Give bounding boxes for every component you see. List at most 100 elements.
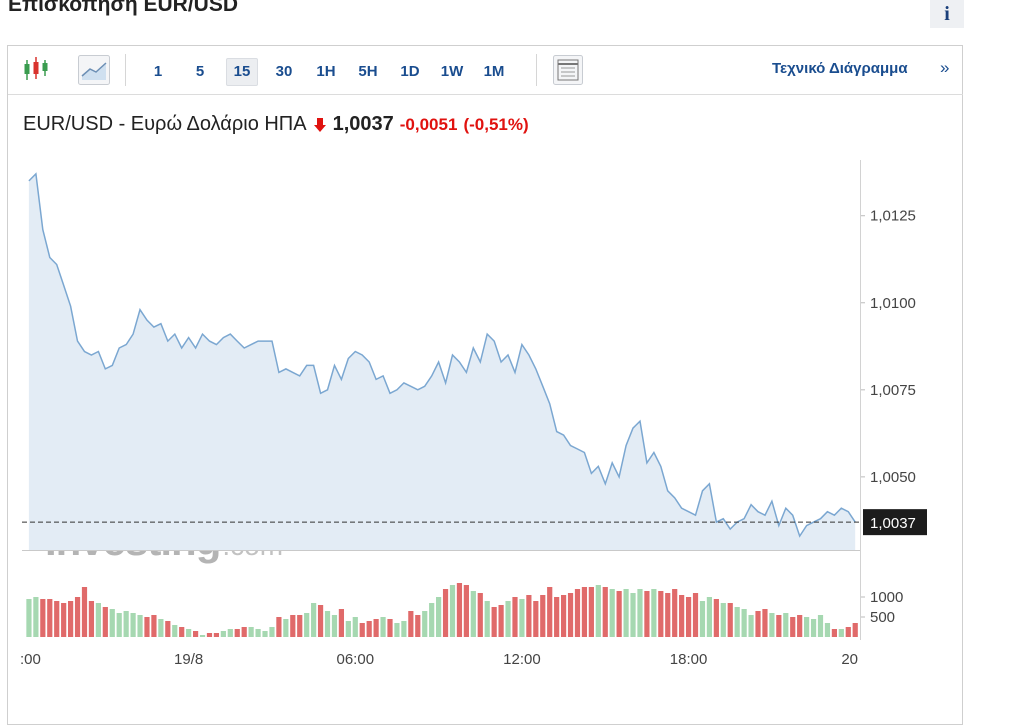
y-tick-label: 1,0100	[870, 295, 916, 312]
volume-bar	[436, 597, 442, 637]
volume-bar	[470, 591, 476, 637]
volume-bar	[373, 619, 379, 637]
volume-bar	[533, 601, 539, 637]
volume-bar	[255, 629, 261, 637]
volume-bar	[95, 603, 101, 637]
volume-bar	[630, 593, 636, 637]
volume-bar	[804, 617, 810, 637]
price-change-percent: (-0,51%)	[463, 115, 529, 134]
volume-bar	[449, 585, 456, 637]
info-button[interactable]: i	[930, 0, 964, 28]
price-area	[28, 173, 856, 550]
volume-bar	[422, 611, 428, 637]
volume-bar	[47, 599, 53, 637]
x-tick-label: 19/8	[174, 651, 203, 668]
volume-bar	[151, 615, 157, 637]
volume-bar	[331, 615, 338, 637]
interval-button[interactable]: 30	[275, 63, 293, 80]
interval-button[interactable]: 1	[153, 63, 163, 80]
interval-button[interactable]: 5	[195, 63, 205, 80]
volume-bar	[463, 585, 469, 637]
volume-bar	[241, 627, 247, 637]
volume-bar	[810, 619, 817, 637]
volume-bar	[588, 587, 594, 637]
volume-bar	[838, 629, 844, 637]
volume-bar	[748, 615, 754, 637]
volume-bar	[359, 623, 365, 637]
x-tick-label: 12:00	[503, 651, 541, 668]
volume-bar	[297, 615, 303, 637]
volume-bar	[658, 591, 664, 637]
volume-bar	[560, 595, 567, 637]
y-tick-label: 1000	[870, 589, 903, 606]
volume-bar	[40, 599, 46, 637]
volume-bar	[644, 591, 650, 637]
page-title: Επισκόπηση EUR/USD	[8, 0, 238, 16]
volume-bar	[609, 589, 615, 637]
volume-bar	[81, 587, 88, 637]
volume-bar	[179, 627, 185, 637]
volume-bar	[845, 627, 851, 637]
toolbar-divider	[8, 94, 963, 95]
quote-row: EUR/USD - Ευρώ Δολάριο ΗΠΑ 1,0037 -0,005…	[23, 113, 529, 136]
interval-button[interactable]: 1W	[440, 63, 464, 80]
volume-bar	[623, 589, 629, 637]
x-tick-label: 20	[841, 651, 858, 668]
interval-button[interactable]: 1M	[483, 63, 505, 80]
interval-button[interactable]: 15	[226, 58, 258, 86]
volume-bar	[540, 595, 546, 637]
volume-bar	[199, 635, 206, 637]
table-icon[interactable]	[553, 55, 583, 85]
volume-bar	[54, 601, 60, 637]
volume-bar	[109, 609, 115, 637]
technical-chart-link[interactable]: Τεχνικό Διάγραμμα	[772, 60, 908, 77]
volume-bar	[713, 599, 719, 637]
volume-bar	[206, 633, 213, 637]
volume-bar	[616, 591, 622, 637]
volume-bar	[727, 603, 733, 637]
link-arrow[interactable]: »	[940, 58, 950, 77]
volume-bar	[304, 613, 310, 637]
volume-bar	[699, 601, 706, 637]
volume-bar	[797, 615, 803, 637]
x-tick-label: 06:00	[337, 651, 375, 668]
interval-button[interactable]: 1D	[400, 63, 420, 80]
volume-bar	[172, 625, 178, 637]
candlestick-icon[interactable]	[24, 57, 48, 80]
price-line	[28, 172, 856, 538]
volume-bar	[595, 585, 601, 637]
volume-bar	[519, 599, 525, 637]
interval-button[interactable]: 5H	[358, 63, 378, 80]
volume-bar	[755, 611, 761, 637]
volume-bar	[380, 617, 386, 637]
volume-bar	[33, 597, 39, 637]
x-tick-label: 18:00	[670, 651, 708, 668]
volume-bar	[213, 633, 220, 637]
volume-bar	[512, 597, 518, 637]
volume-bar	[283, 619, 289, 637]
volume-bar	[498, 605, 504, 637]
page: Επισκόπηση EUR/USD i 1 5 15 30 1H 5H 1D 1W 1M	[7, 0, 964, 725]
volume-bar	[186, 629, 192, 637]
last-price-badge	[863, 509, 927, 536]
volume-bar	[581, 587, 588, 637]
y-tick-label: 1,0075	[870, 382, 916, 399]
volume-bar	[817, 615, 824, 637]
price-change: -0,0051	[399, 115, 458, 134]
volume-bar	[574, 589, 581, 637]
volume-bar	[387, 619, 393, 637]
volume-bar	[651, 589, 657, 637]
line-chart-icon[interactable]	[78, 55, 110, 85]
volume-bar	[227, 629, 233, 637]
volume-bar	[317, 605, 324, 637]
volume-bar	[637, 589, 643, 637]
volume-bar	[116, 613, 122, 637]
volume-bar	[408, 611, 414, 637]
down-arrow-icon	[313, 117, 326, 132]
volume-bar	[790, 617, 796, 637]
volume-bar	[401, 621, 407, 637]
volume-bar	[165, 621, 171, 637]
volume-bar	[74, 597, 81, 637]
interval-button[interactable]: 1H	[316, 63, 336, 80]
y-tick-label: 1,0050	[870, 469, 916, 486]
